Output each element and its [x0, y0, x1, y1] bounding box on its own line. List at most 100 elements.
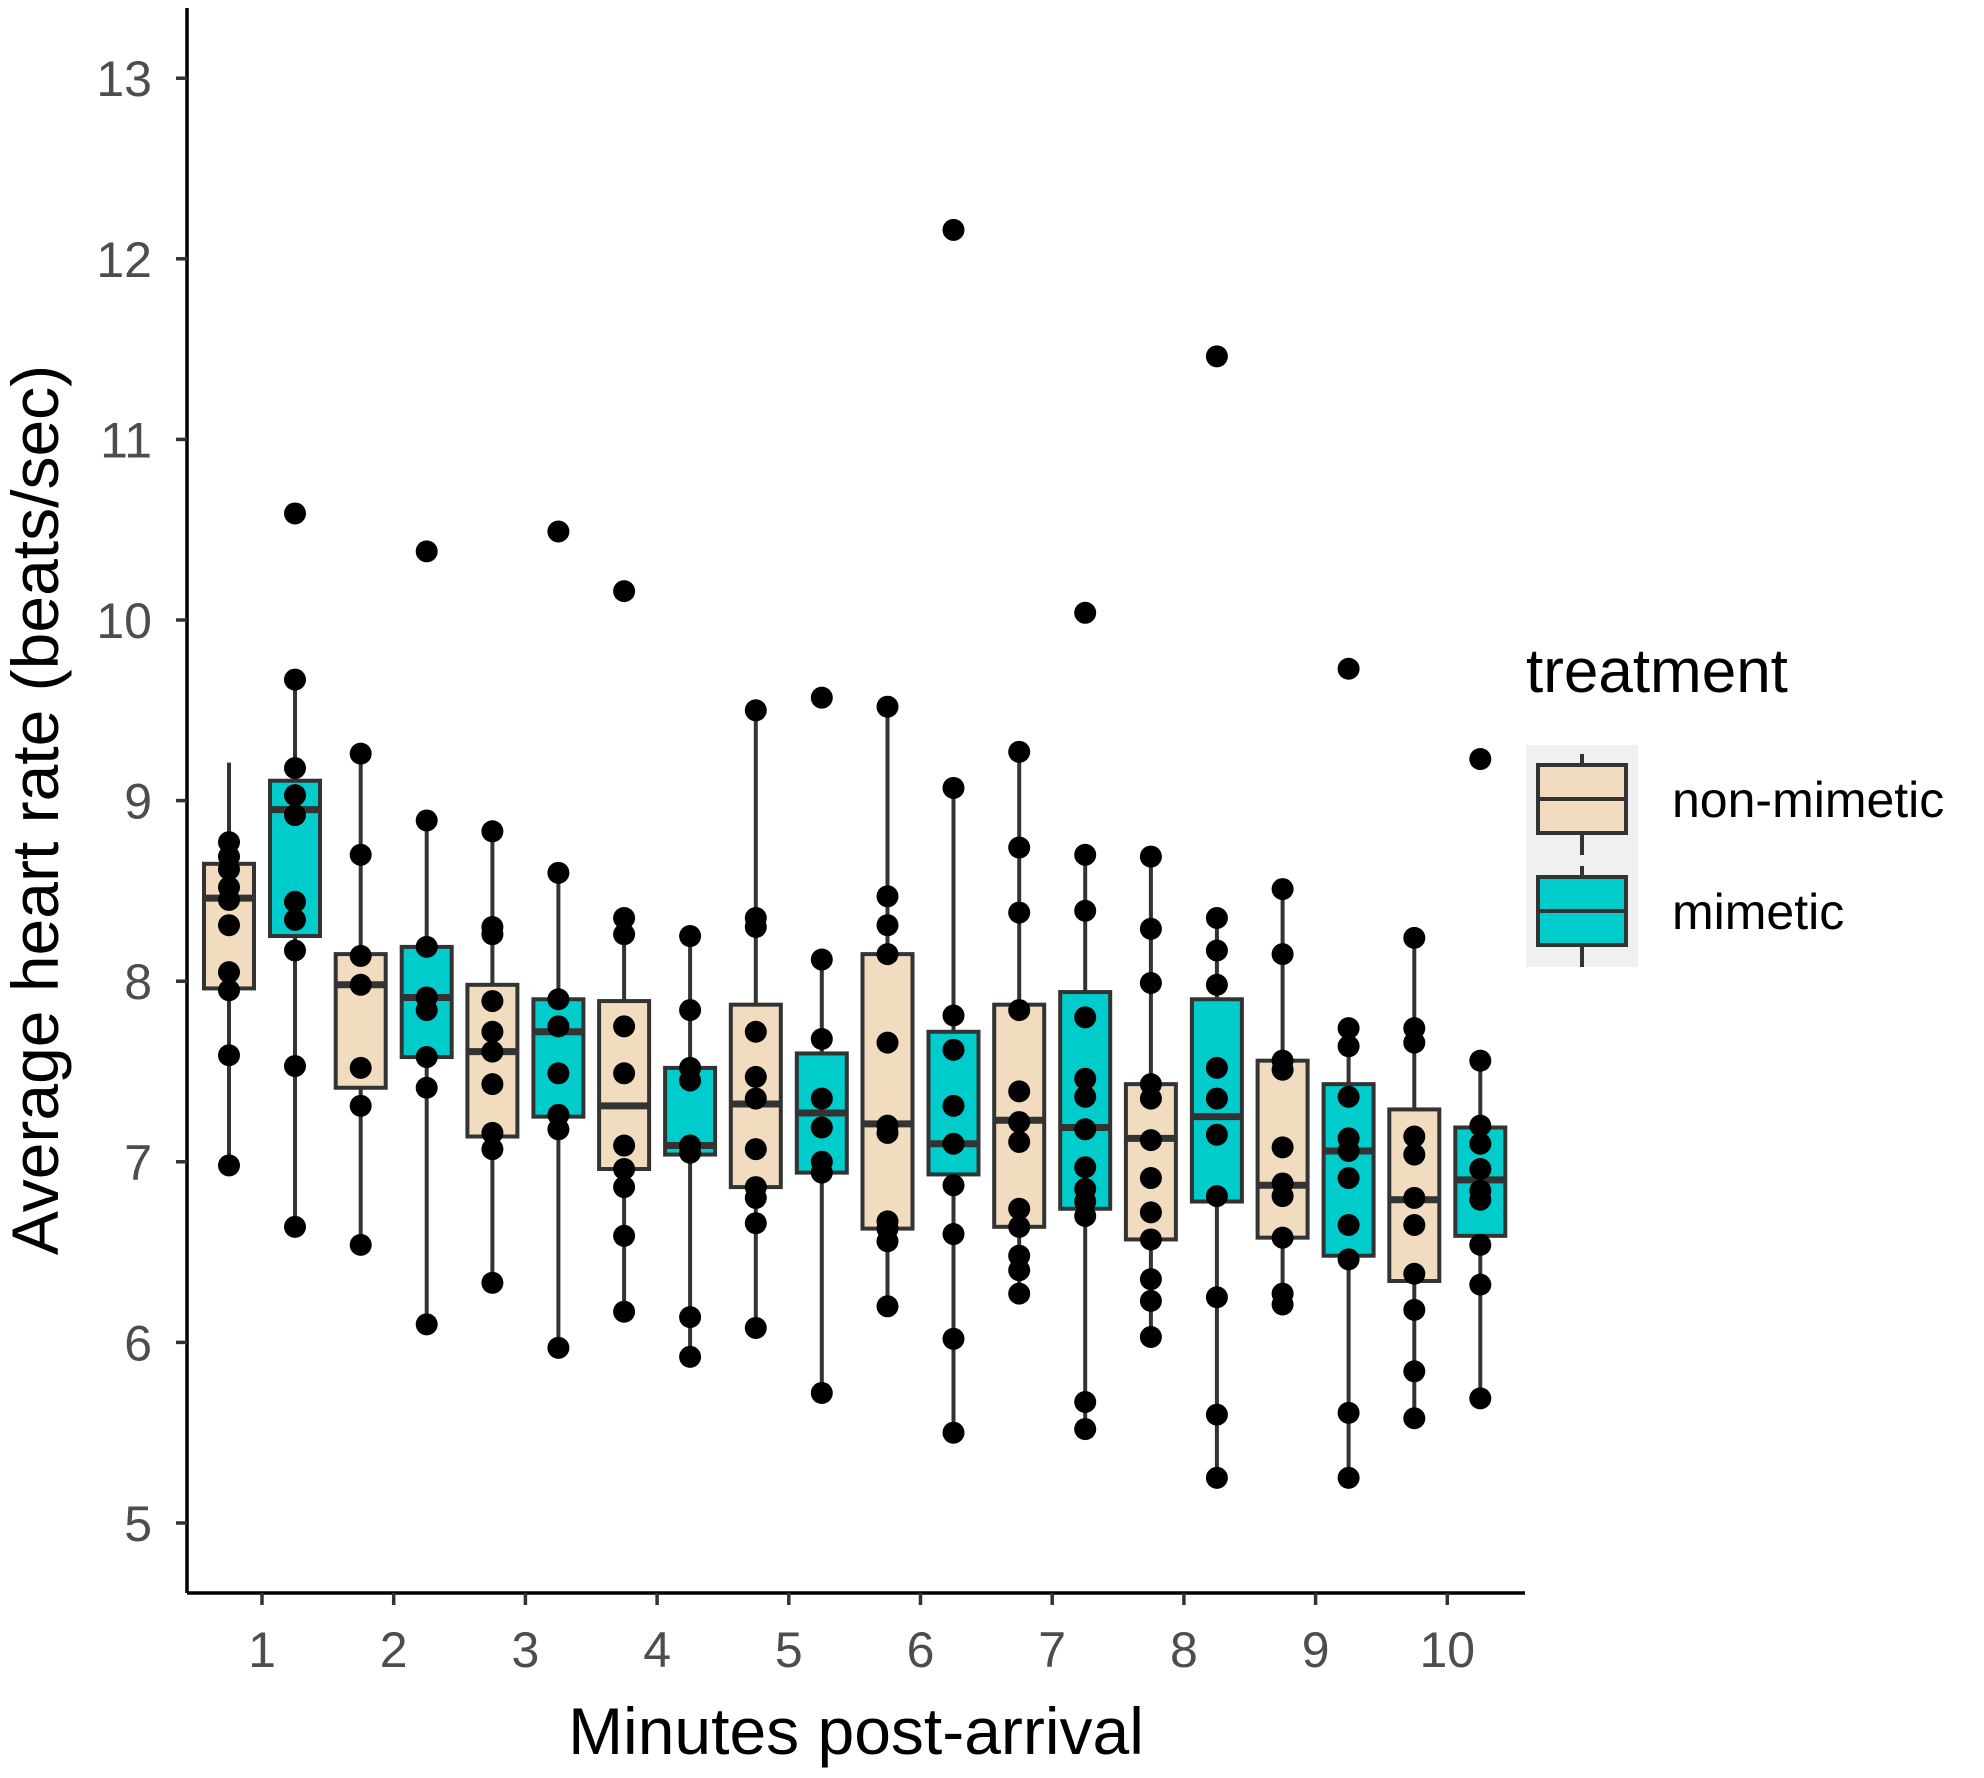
x-tick-label: 1 — [248, 1622, 276, 1678]
y-axis-title: Average heart rate (beats/sec) — [0, 365, 72, 1255]
box-non-mimetic-2 — [333, 742, 388, 1256]
data-point — [1403, 1186, 1426, 1209]
data-point — [810, 1116, 833, 1139]
data-point — [1008, 1080, 1031, 1103]
data-point — [810, 1161, 833, 1184]
y-tick-label: 6 — [124, 1315, 152, 1371]
legend-item-mimetic: mimetic — [1536, 866, 1844, 967]
data-point — [942, 1132, 965, 1155]
data-point — [1074, 1067, 1097, 1090]
data-point — [1008, 1282, 1031, 1305]
box-non-mimetic-6 — [860, 695, 915, 1318]
data-point — [1403, 926, 1426, 949]
data-point — [613, 1300, 636, 1323]
y-tick-label: 9 — [124, 774, 152, 830]
data-point — [942, 1038, 965, 1061]
data-point — [218, 888, 240, 911]
data-point — [1337, 1248, 1360, 1271]
data-point — [284, 1215, 306, 1238]
data-point — [679, 925, 702, 948]
data-point — [1271, 1136, 1294, 1159]
data-point — [547, 1118, 570, 1141]
data-point — [1205, 1286, 1228, 1309]
box-mimetic-10 — [1453, 748, 1508, 1410]
data-point — [1074, 601, 1097, 624]
data-point — [481, 1073, 504, 1096]
data-point — [481, 820, 504, 843]
box-non-mimetic-1 — [202, 762, 256, 1177]
data-point — [284, 939, 306, 962]
data-point — [1205, 1185, 1228, 1208]
data-point — [1403, 1262, 1426, 1285]
legend-title: treatment — [1526, 637, 1788, 706]
data-point — [1074, 1204, 1097, 1227]
data-point — [349, 973, 372, 996]
data-point — [218, 1154, 240, 1177]
data-point — [679, 1306, 702, 1329]
data-point — [1008, 1259, 1031, 1282]
data-point — [876, 1295, 899, 1318]
data-point — [1337, 1139, 1360, 1162]
data-point — [942, 1004, 965, 1027]
box-non-mimetic-7 — [992, 740, 1047, 1305]
data-point — [1008, 999, 1031, 1022]
data-point — [415, 1046, 438, 1069]
data-point — [1074, 899, 1097, 922]
data-point — [876, 1031, 899, 1054]
data-point — [481, 1040, 504, 1063]
box-mimetic-3 — [531, 520, 586, 1359]
x-tick-label: 8 — [1170, 1622, 1198, 1678]
data-point — [1139, 1167, 1162, 1190]
data-point — [744, 699, 767, 722]
data-point — [349, 742, 372, 765]
box-mimetic-7 — [1058, 601, 1113, 1441]
data-point — [1403, 1031, 1426, 1054]
data-point — [547, 1336, 570, 1359]
data-point — [1403, 1407, 1426, 1430]
data-point — [547, 988, 570, 1011]
data-point — [942, 1327, 965, 1350]
data-point — [481, 1121, 504, 1144]
data-point — [1337, 1167, 1360, 1190]
data-point — [1139, 972, 1162, 995]
box-non-mimetic-5 — [728, 699, 783, 1339]
data-point — [1074, 1118, 1097, 1141]
data-point — [1271, 878, 1294, 901]
data-point — [613, 1015, 636, 1038]
data-point — [218, 1044, 240, 1067]
data-point — [218, 914, 240, 937]
data-point — [481, 923, 504, 946]
data-point — [942, 776, 965, 799]
data-point — [1403, 1360, 1426, 1383]
data-point — [218, 979, 240, 1002]
data-point — [613, 1158, 636, 1181]
data-point — [1403, 1125, 1426, 1148]
data-point — [1337, 657, 1360, 680]
data-point — [1469, 1049, 1492, 1072]
data-point — [284, 784, 306, 807]
data-point — [744, 1186, 767, 1209]
data-point — [1337, 1035, 1360, 1058]
data-point — [1337, 1085, 1360, 1108]
data-point — [744, 1087, 767, 1110]
data-point — [942, 1421, 965, 1444]
data-point — [1469, 1132, 1492, 1155]
data-point — [1008, 836, 1031, 859]
data-point — [1469, 748, 1492, 771]
data-point — [1074, 1390, 1097, 1413]
y-tick-label: 13 — [96, 51, 152, 107]
box-non-mimetic-3 — [465, 820, 520, 1294]
box-mimetic-9 — [1321, 657, 1376, 1489]
y-tick-label: 12 — [96, 232, 152, 288]
data-point — [1139, 1129, 1162, 1152]
data-point — [284, 668, 306, 691]
data-point — [744, 1212, 767, 1235]
data-point — [415, 1313, 438, 1336]
box-mimetic-2 — [399, 540, 454, 1336]
data-point — [1205, 1466, 1228, 1489]
data-point — [744, 1065, 767, 1088]
data-point — [744, 1020, 767, 1043]
data-point — [1469, 1273, 1492, 1296]
data-point — [349, 1233, 372, 1256]
